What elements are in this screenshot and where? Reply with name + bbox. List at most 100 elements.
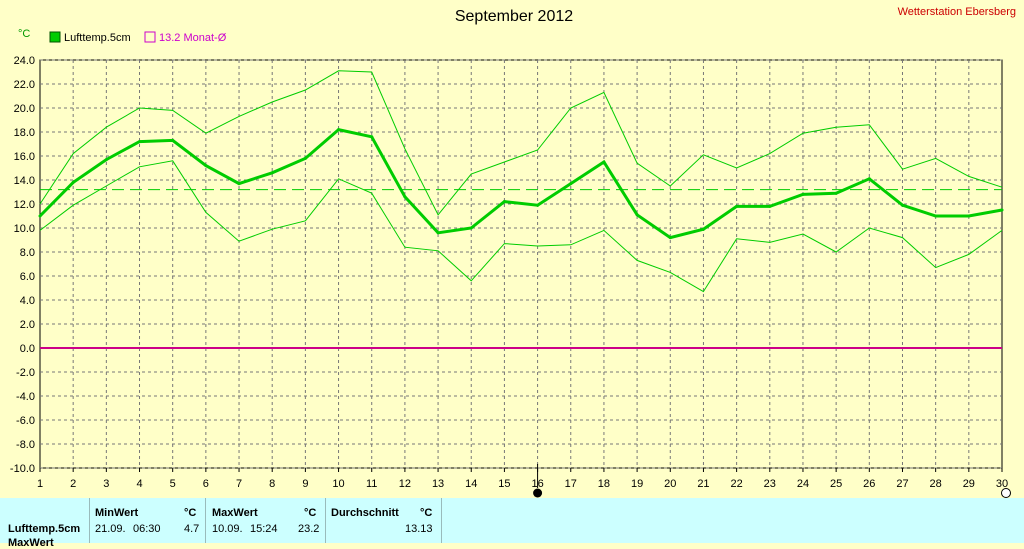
header-min-unit: °C — [184, 507, 197, 519]
x-tick-label: 17 — [565, 478, 577, 490]
data-point-mean — [668, 236, 672, 240]
y-tick-label: 10.0 — [14, 223, 35, 235]
max-date: 10.09. — [212, 523, 243, 535]
x-tick-label: 29 — [963, 478, 975, 490]
chart-area: September 2012 Wetterstation Ebersberg °… — [10, 6, 1016, 498]
legend-label-average: 13.2 Monat-Ø — [159, 32, 227, 44]
legend-swatch-average — [144, 31, 156, 43]
data-point-mean — [934, 214, 938, 218]
data-points — [38, 128, 1004, 240]
data-point-mean — [536, 203, 540, 207]
chart-title: September 2012 — [455, 8, 573, 25]
y-tick-label: 16.0 — [14, 151, 35, 163]
y-tick-label: 20.0 — [14, 103, 35, 115]
data-point-mean — [900, 203, 904, 207]
series-line-max — [39, 70, 1003, 216]
data-point-mean — [469, 226, 473, 230]
x-tick-label: 28 — [930, 478, 942, 490]
x-tick-label: 23 — [764, 478, 776, 490]
min-date: 21.09. — [95, 523, 126, 535]
x-tick-label: 19 — [631, 478, 643, 490]
legend-label-temp: Lufttemp.5cm — [64, 32, 131, 44]
y-tick-label: -10.0 — [10, 463, 35, 475]
legend-swatch-temp — [49, 31, 61, 43]
data-point-mean — [71, 180, 75, 184]
y-tick-label: 22.0 — [14, 79, 35, 91]
data-point-mean — [436, 231, 440, 235]
data-point-mean — [735, 204, 739, 208]
series-line-min — [39, 160, 1003, 293]
data-point-mean — [967, 214, 971, 218]
y-tick-label: 24.0 — [14, 55, 35, 67]
data-point-mean — [801, 192, 805, 196]
x-tick-label: 21 — [697, 478, 709, 490]
x-tick-label: 13 — [432, 478, 444, 490]
min-value: 4.7 — [184, 523, 200, 535]
x-tick-labels: 1 2 3 4 5 6 7 8 9 10 11 12 13 14 15 16 17 18 19 20 21 22 23 24 2… — [37, 478, 1008, 490]
row-name: Lufttemp.5cm — [8, 523, 81, 535]
series-line-lufttemp — [38, 127, 1003, 240]
y-axis-unit: °C — [18, 28, 30, 40]
data-point-mean — [138, 140, 142, 144]
x-tick-label: 24 — [797, 478, 809, 490]
data-point-mean — [303, 156, 307, 160]
y-tick-label: 18.0 — [14, 127, 35, 139]
data-point-mean — [104, 158, 108, 162]
x-tick-label: 27 — [896, 478, 908, 490]
x-tick-label: 1 — [37, 478, 43, 490]
y-tick-labels: 24.0 22.0 20.0 18.0 16.0 14.0 12.0 10.0 8.0 6.0 4.… — [10, 55, 35, 475]
x-tick-label: 15 — [498, 478, 510, 490]
data-point-mean — [171, 138, 175, 142]
data-point-mean — [602, 160, 606, 164]
column-divider — [205, 498, 206, 543]
y-tick-label: 4.0 — [20, 295, 35, 307]
header-max-unit: °C — [304, 507, 317, 519]
data-point-mean — [834, 191, 838, 195]
data-point-mean — [370, 135, 374, 139]
header-average: Durchschnitt — [331, 507, 399, 519]
max-value: 23.2 — [298, 523, 320, 535]
x-tick-label: 18 — [598, 478, 610, 490]
station-name: Wetterstation Ebersberg — [898, 6, 1016, 18]
column-divider — [89, 498, 90, 543]
average-value: 13.13 — [405, 523, 433, 535]
data-point-mean — [502, 200, 506, 204]
y-tick-label: 2.0 — [20, 319, 35, 331]
x-tick-label: 3 — [103, 478, 109, 490]
x-tick-label: 25 — [830, 478, 842, 490]
row-name-partial: MaxWert — [8, 537, 54, 549]
header-max: MaxWert — [212, 507, 258, 519]
x-tick-label: 12 — [399, 478, 411, 490]
x-tick-label: 4 — [136, 478, 142, 490]
x-tick-label: 14 — [465, 478, 477, 490]
y-tick-label: -8.0 — [16, 439, 35, 451]
x-tick-label: 7 — [236, 478, 242, 490]
y-tick-label: 6.0 — [20, 271, 35, 283]
y-tick-label: 0.0 — [20, 343, 35, 355]
plot: 24.022.020.018.016.014.012.010.08.06.04.… — [10, 55, 1011, 498]
y-tick-label: 14.0 — [14, 175, 35, 187]
data-point-mean — [204, 164, 208, 168]
x-tick-label: 20 — [664, 478, 676, 490]
moon-phase-icon — [1001, 488, 1011, 498]
data-point-mean — [270, 171, 274, 175]
data-point-mean — [768, 204, 772, 208]
y-tick-label: -6.0 — [16, 415, 35, 427]
grid-vertical — [39, 60, 1003, 472]
x-tick-label: 2 — [70, 478, 76, 490]
data-point-mean — [635, 213, 639, 217]
x-tick-label: 30 — [996, 478, 1008, 490]
statistics-panel: MinWert °C MaxWert °C Durchschnitt °C Lu… — [0, 498, 1024, 549]
data-point-mean — [569, 182, 573, 186]
data-point-mean — [337, 128, 341, 132]
data-point-mean — [701, 227, 705, 231]
header-average-unit: °C — [420, 507, 433, 519]
plot-frame — [39, 59, 1003, 469]
y-tick-label: 8.0 — [20, 247, 35, 259]
column-divider — [441, 498, 442, 543]
x-tick-label: 8 — [269, 478, 275, 490]
y-tick-label: -2.0 — [16, 367, 35, 379]
data-point-mean — [867, 177, 871, 181]
data-point-mean — [38, 214, 42, 218]
data-point-mean — [1000, 208, 1004, 212]
